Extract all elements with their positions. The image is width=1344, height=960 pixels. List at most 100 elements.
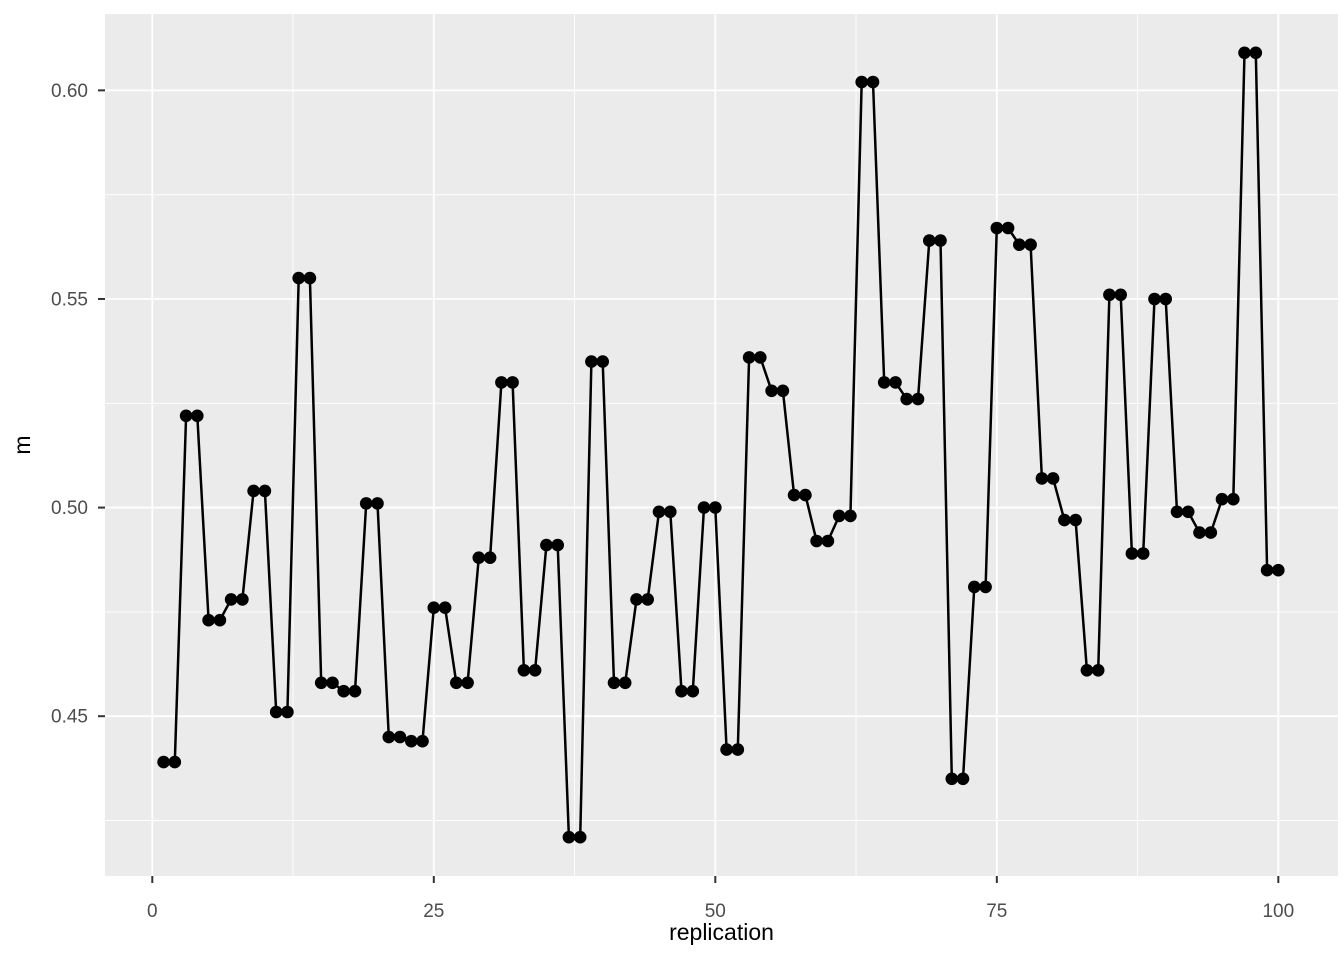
data-point (337, 684, 351, 698)
data-point (292, 271, 306, 285)
data-point (720, 743, 733, 756)
data-point (416, 734, 429, 748)
data-point (348, 684, 362, 698)
data-point (990, 221, 1004, 235)
data-point (697, 501, 711, 514)
data-point (191, 409, 204, 423)
data-point (495, 376, 508, 389)
data-point (1181, 505, 1195, 519)
data-point (562, 830, 576, 844)
data-point (202, 613, 215, 627)
data-point (393, 730, 407, 744)
x-axis-title: replication (669, 919, 774, 945)
data-point (1148, 292, 1161, 306)
x-axis-tick-label: 25 (423, 901, 444, 922)
data-point (641, 593, 654, 606)
data-point (359, 497, 373, 510)
data-point (889, 376, 902, 389)
data-point (1024, 238, 1037, 251)
data-point (607, 676, 621, 690)
data-point (303, 271, 317, 285)
data-point (483, 551, 497, 564)
panel-background (105, 14, 1338, 876)
data-point (1103, 288, 1116, 302)
data-point (979, 580, 992, 594)
data-point (540, 538, 553, 552)
data-point (618, 676, 632, 690)
y-axis-tick-label: 0.60 (51, 81, 88, 102)
data-point (236, 593, 249, 606)
data-point (1091, 664, 1105, 677)
data-point (1069, 513, 1082, 527)
data-point (528, 664, 542, 677)
data-point (157, 755, 170, 769)
data-point (551, 538, 564, 552)
data-point (314, 676, 328, 690)
data-point (675, 684, 688, 698)
data-point (956, 772, 970, 786)
data-point (1136, 547, 1150, 560)
data-point (371, 497, 384, 510)
data-point (179, 409, 193, 423)
data-point (472, 551, 486, 564)
data-point (1159, 292, 1172, 306)
data-point (731, 743, 745, 756)
data-point (506, 376, 519, 389)
data-point (1125, 547, 1139, 560)
data-point (1035, 472, 1049, 485)
data-point (1058, 513, 1071, 527)
data-point (630, 593, 643, 606)
data-point (1272, 563, 1285, 577)
data-point (461, 676, 474, 690)
data-point (281, 705, 294, 719)
data-point (596, 355, 609, 368)
data-point (742, 351, 756, 364)
data-point (754, 351, 767, 364)
data-point (438, 601, 452, 614)
data-point (1227, 492, 1240, 506)
data-point (517, 664, 531, 677)
data-point (1260, 563, 1274, 577)
data-point (269, 705, 283, 719)
x-axis-tick-label: 0 (147, 901, 158, 922)
data-point (877, 376, 891, 389)
data-point (945, 772, 959, 786)
data-point (168, 755, 182, 769)
data-point (911, 392, 925, 406)
x-axis-tick-label: 100 (1262, 901, 1294, 922)
data-point (1170, 505, 1184, 519)
data-point (573, 830, 587, 844)
data-point (1001, 221, 1015, 235)
x-axis-tick-label: 75 (986, 901, 1007, 922)
data-point (382, 730, 396, 744)
data-point (450, 676, 463, 690)
data-point (934, 234, 947, 247)
y-axis-tick-label: 0.55 (51, 289, 88, 310)
data-point (585, 355, 598, 368)
data-point (1080, 664, 1094, 677)
data-point (709, 501, 722, 514)
data-point (326, 676, 339, 690)
y-axis-tick-label: 0.45 (51, 707, 88, 728)
data-point (844, 509, 857, 523)
data-point (832, 509, 846, 523)
data-point (866, 75, 880, 89)
data-point (213, 613, 227, 627)
data-point (224, 593, 238, 606)
data-point (686, 684, 700, 698)
data-point (652, 505, 666, 519)
data-point (1204, 526, 1218, 539)
data-point (405, 734, 418, 748)
data-point (765, 384, 778, 398)
x-axis-tick-label: 50 (705, 901, 726, 922)
data-point (1193, 526, 1206, 539)
data-point (1013, 238, 1026, 251)
data-point (1114, 288, 1127, 302)
data-point (427, 601, 441, 614)
data-point (923, 234, 936, 247)
data-point (1238, 46, 1251, 60)
data-point (1215, 492, 1229, 506)
y-axis-tick-label: 0.50 (51, 498, 88, 519)
y-axis-title: m (9, 435, 35, 454)
